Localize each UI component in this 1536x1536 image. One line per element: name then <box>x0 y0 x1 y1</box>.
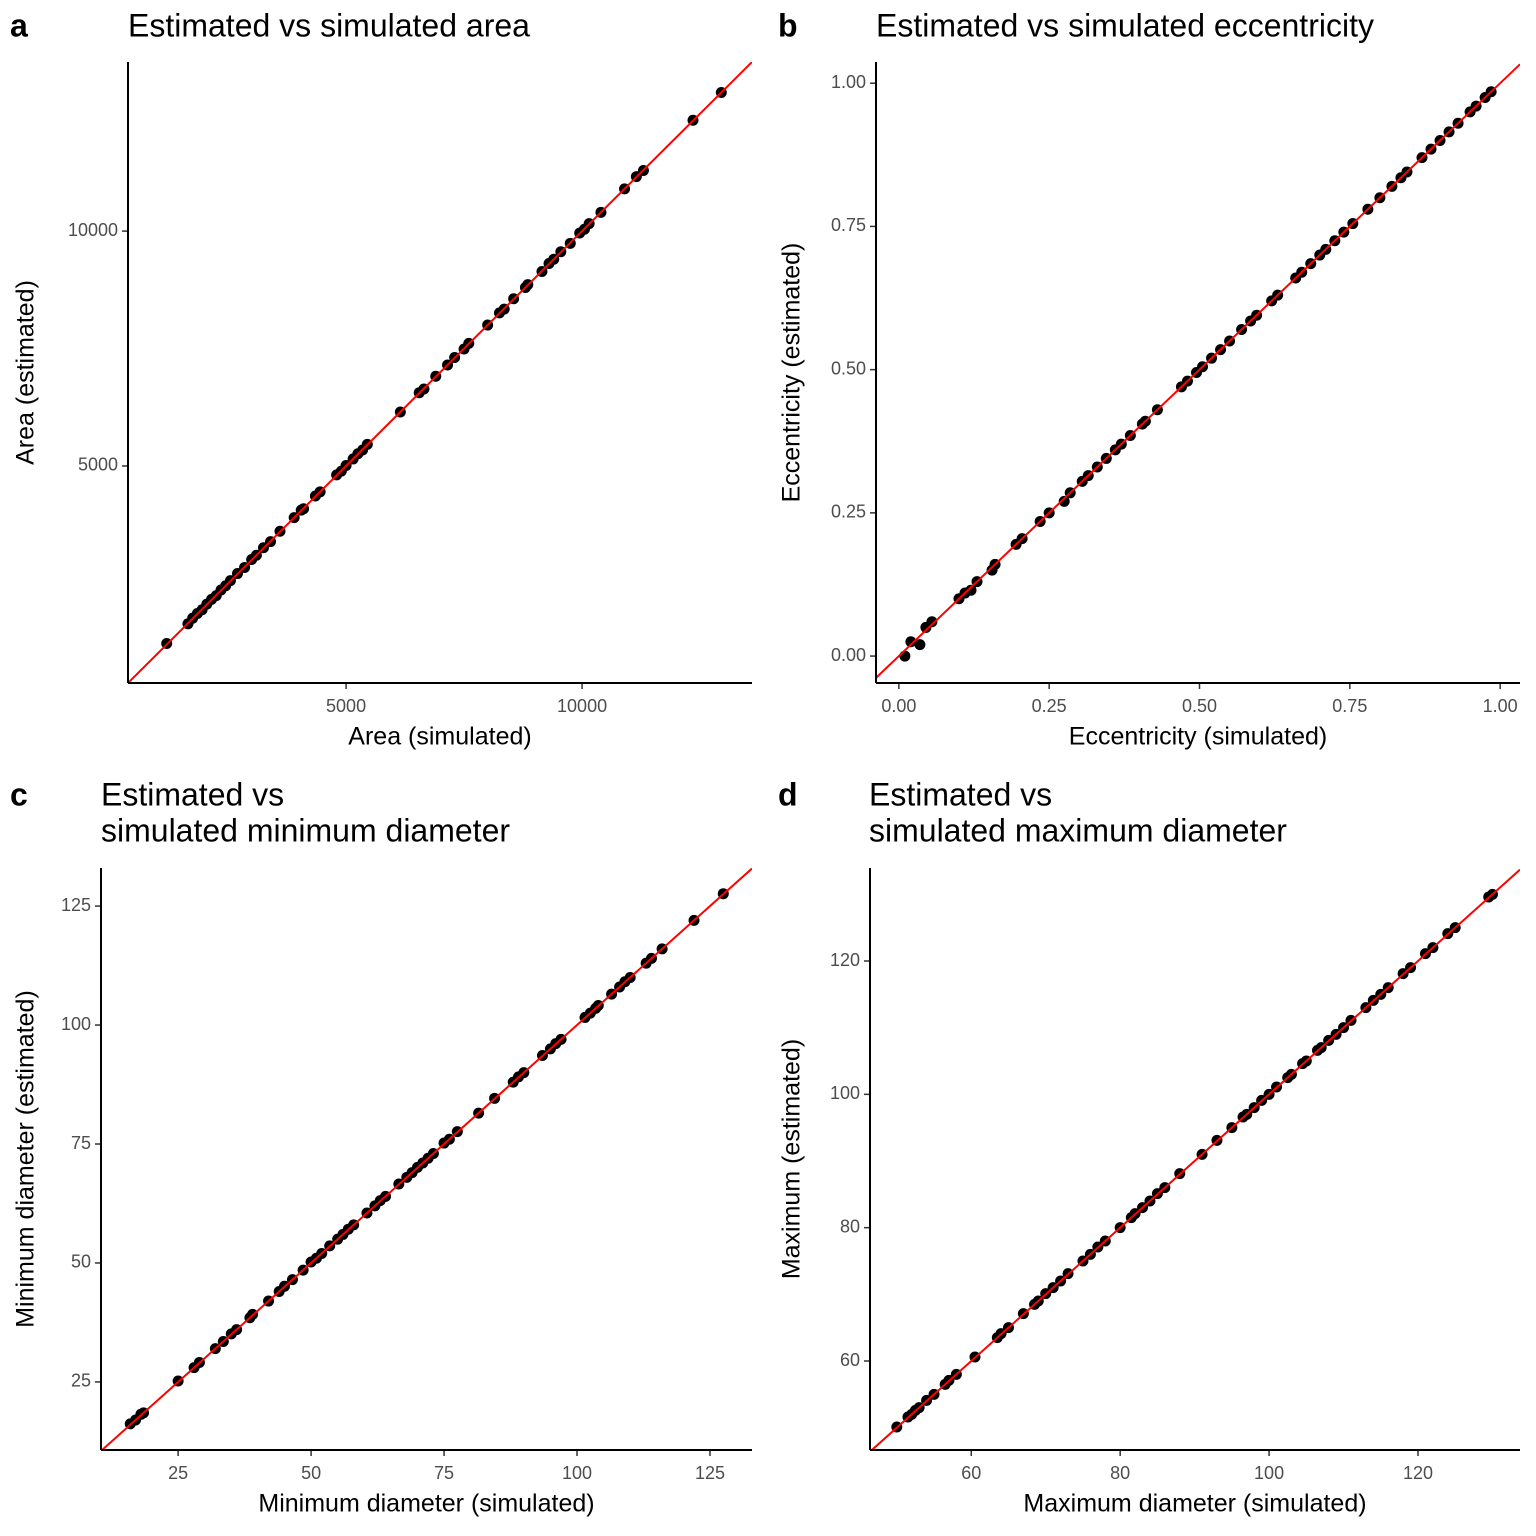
panel-title: Estimated vs <box>101 776 284 812</box>
y-axis-title: Maximum (estimated) <box>778 1039 806 1279</box>
x-tick-label: 80 <box>1110 1463 1130 1483</box>
y-tick-label: 80 <box>840 1216 860 1236</box>
y-tick-label: 100 <box>61 1014 91 1034</box>
point <box>914 639 926 651</box>
reference-line <box>870 868 1520 1450</box>
panel: b Estimated vs simulated eccentricity 0.00… <box>778 7 1520 751</box>
y-tick-label: 50 <box>71 1252 91 1272</box>
x-axis-title: Area (simulated) <box>348 723 531 751</box>
y-tick-label: 0.25 <box>831 502 866 522</box>
point <box>1058 495 1070 507</box>
y-tick-label: 100 <box>830 1083 860 1103</box>
y-axis-title: Eccentricity (estimated) <box>778 243 806 503</box>
panel: a Estimated vs simulated area 5000 10000 500… <box>10 7 752 751</box>
x-tick-label: 0.00 <box>881 696 916 716</box>
x-tick-label: 0.25 <box>1032 696 1067 716</box>
y-tick-label: 125 <box>61 895 91 915</box>
y-tick-label: 5000 <box>78 455 118 475</box>
y-axis-title: Area (estimated) <box>12 280 40 465</box>
x-tick-label: 60 <box>961 1463 981 1483</box>
panel-letter: a <box>10 7 28 43</box>
panel-title: Estimated vs <box>869 776 1052 812</box>
panel-letter: b <box>778 7 798 43</box>
point <box>905 636 917 648</box>
y-tick-label: 10000 <box>68 220 118 240</box>
y-tick-label: 1.00 <box>831 72 866 92</box>
x-tick-label: 0.75 <box>1332 696 1367 716</box>
point <box>965 584 977 596</box>
x-axis-title: Minimum diameter (simulated) <box>258 1490 594 1518</box>
plot-area <box>876 63 1520 679</box>
point <box>899 650 911 662</box>
reference-line <box>101 868 752 1450</box>
x-tick-label: 125 <box>695 1463 725 1483</box>
reference-line <box>876 63 1520 679</box>
x-tick-label: 100 <box>562 1463 592 1483</box>
x-tick-label: 50 <box>301 1463 321 1483</box>
y-tick-label: 0.00 <box>831 645 866 665</box>
panel-letter: c <box>10 776 28 812</box>
x-tick-label: 1.00 <box>1483 696 1518 716</box>
x-axis-title: Eccentricity (simulated) <box>1069 723 1327 751</box>
point <box>926 616 938 628</box>
x-tick-label: 10000 <box>557 696 607 716</box>
reference-line <box>128 62 752 683</box>
x-tick-label: 100 <box>1254 1463 1284 1483</box>
plot-area <box>128 62 752 683</box>
panel-title: simulated minimum diameter <box>101 812 510 848</box>
plot-area <box>870 868 1520 1450</box>
panel-title: simulated maximum diameter <box>869 812 1287 848</box>
y-tick-label: 60 <box>840 1350 860 1370</box>
y-axis-title: Minimum diameter (estimated) <box>12 990 40 1328</box>
x-tick-label: 120 <box>1403 1463 1433 1483</box>
x-tick-label: 5000 <box>326 696 366 716</box>
y-tick-label: 120 <box>830 950 860 970</box>
panel-letter: d <box>778 776 798 812</box>
plot-area <box>101 868 752 1450</box>
x-tick-label: 25 <box>168 1463 188 1483</box>
y-tick-label: 75 <box>71 1133 91 1153</box>
x-axis-title: Maximum diameter (simulated) <box>1023 1490 1366 1518</box>
y-tick-label: 0.50 <box>831 358 866 378</box>
panel-title: Estimated vs simulated eccentricity <box>876 7 1374 43</box>
x-tick-label: 0.50 <box>1182 696 1217 716</box>
x-tick-label: 75 <box>434 1463 454 1483</box>
y-tick-label: 0.75 <box>831 215 866 235</box>
y-tick-label: 25 <box>71 1371 91 1391</box>
panel-title: Estimated vs simulated area <box>128 7 530 43</box>
